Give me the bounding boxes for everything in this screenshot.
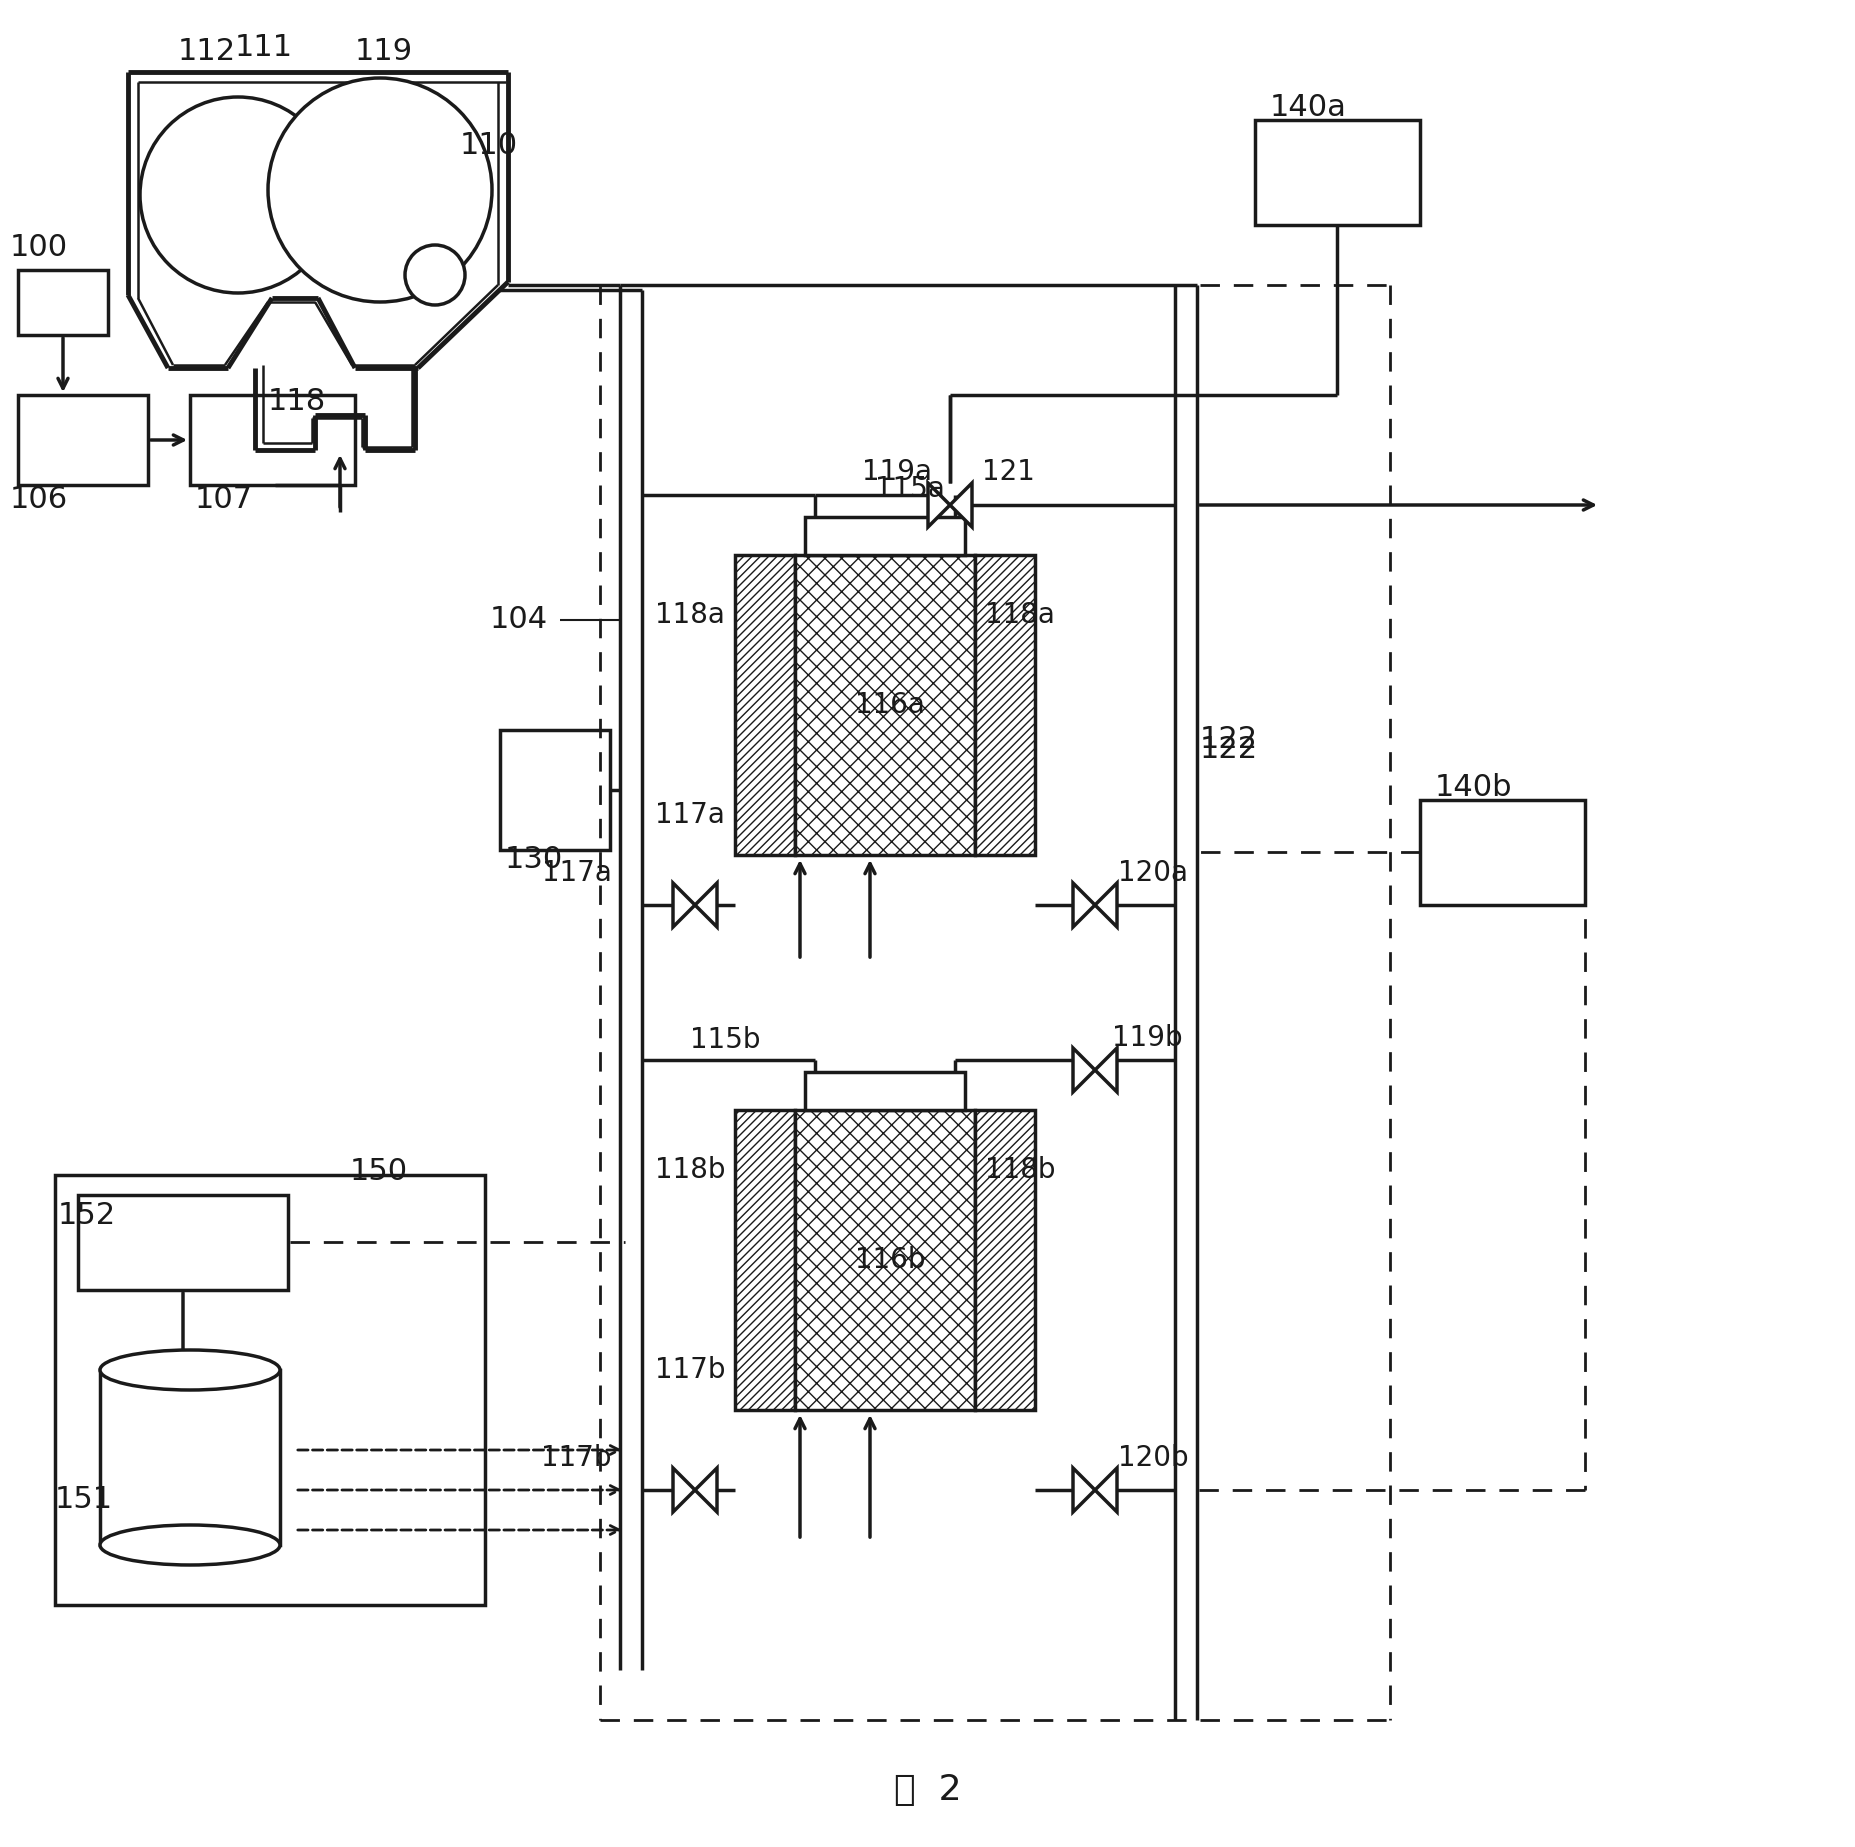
Text: 150: 150 bbox=[351, 1158, 408, 1186]
Bar bbox=[805, 517, 965, 554]
Bar bbox=[56, 1175, 484, 1605]
Text: 117a: 117a bbox=[542, 859, 612, 887]
Polygon shape bbox=[1094, 1047, 1117, 1092]
Text: 100: 100 bbox=[9, 233, 69, 262]
Polygon shape bbox=[673, 1468, 694, 1513]
Polygon shape bbox=[1072, 1047, 1094, 1092]
Text: 117b: 117b bbox=[655, 1356, 725, 1383]
Bar bbox=[794, 554, 974, 855]
Bar bbox=[974, 1110, 1035, 1409]
Circle shape bbox=[404, 246, 466, 305]
Bar bbox=[794, 1110, 974, 1409]
Text: 120a: 120a bbox=[1117, 859, 1187, 887]
Bar bbox=[974, 554, 1035, 855]
Text: 115a: 115a bbox=[874, 475, 944, 502]
Polygon shape bbox=[928, 484, 950, 526]
Bar bbox=[1254, 120, 1419, 225]
Text: 117a: 117a bbox=[655, 802, 725, 829]
Bar bbox=[19, 270, 108, 334]
Circle shape bbox=[267, 78, 492, 303]
Text: 118a: 118a bbox=[655, 600, 725, 630]
Text: 122: 122 bbox=[1200, 726, 1258, 755]
Polygon shape bbox=[1094, 1468, 1117, 1513]
Text: 152: 152 bbox=[58, 1201, 117, 1230]
Bar bbox=[100, 1370, 280, 1544]
Bar bbox=[1419, 800, 1584, 905]
Text: 104: 104 bbox=[490, 606, 547, 635]
Text: 119a: 119a bbox=[861, 458, 931, 486]
Polygon shape bbox=[1094, 883, 1117, 927]
Text: 116b: 116b bbox=[855, 1247, 926, 1274]
Text: 112: 112 bbox=[178, 37, 236, 66]
Bar bbox=[735, 554, 794, 855]
Text: 118b: 118b bbox=[985, 1156, 1055, 1184]
Circle shape bbox=[139, 98, 336, 294]
Bar bbox=[189, 395, 354, 486]
Polygon shape bbox=[694, 1468, 716, 1513]
Text: 140b: 140b bbox=[1434, 774, 1512, 802]
Text: 120b: 120b bbox=[1117, 1444, 1187, 1472]
Text: 115b: 115b bbox=[690, 1025, 761, 1055]
Text: 118a: 118a bbox=[985, 600, 1054, 630]
Polygon shape bbox=[1072, 883, 1094, 927]
Polygon shape bbox=[1072, 1468, 1094, 1513]
Text: 111: 111 bbox=[236, 33, 293, 63]
Text: 116a: 116a bbox=[855, 691, 924, 718]
Text: 151: 151 bbox=[56, 1485, 113, 1515]
Bar bbox=[735, 1110, 794, 1409]
Text: 106: 106 bbox=[9, 486, 69, 515]
Bar bbox=[19, 395, 148, 486]
Text: 140a: 140a bbox=[1269, 94, 1347, 122]
Text: 130: 130 bbox=[505, 846, 562, 874]
Text: 107: 107 bbox=[195, 486, 252, 515]
Bar bbox=[805, 1071, 965, 1110]
Ellipse shape bbox=[100, 1350, 280, 1391]
Bar bbox=[78, 1195, 288, 1289]
Text: 117b: 117b bbox=[542, 1444, 612, 1472]
Text: 图  2: 图 2 bbox=[894, 1773, 961, 1806]
Bar bbox=[499, 730, 610, 850]
Ellipse shape bbox=[100, 1526, 280, 1564]
Text: 119: 119 bbox=[354, 37, 414, 66]
Text: 119b: 119b bbox=[1111, 1023, 1182, 1053]
Text: 118: 118 bbox=[267, 388, 326, 417]
Polygon shape bbox=[673, 883, 694, 927]
Text: 121: 121 bbox=[981, 458, 1035, 486]
Polygon shape bbox=[694, 883, 716, 927]
Text: 122: 122 bbox=[1200, 735, 1258, 765]
Polygon shape bbox=[950, 484, 972, 526]
Text: 110: 110 bbox=[460, 131, 518, 159]
Text: 118b: 118b bbox=[655, 1156, 725, 1184]
